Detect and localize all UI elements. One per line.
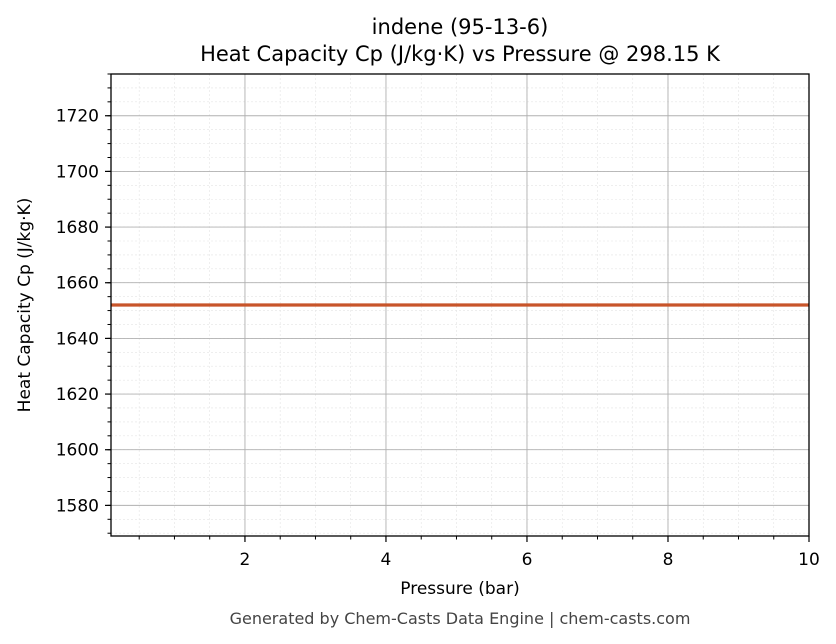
- y-tick-label: 1580: [56, 496, 99, 516]
- x-tick-label: 10: [798, 550, 820, 570]
- footer-credit: Generated by Chem-Casts Data Engine | ch…: [230, 609, 691, 628]
- y-tick-label: 1720: [56, 107, 99, 127]
- y-tick-label: 1620: [56, 385, 99, 405]
- x-tick-label: 6: [522, 550, 533, 570]
- major-grid: [111, 74, 810, 536]
- plot-frame: [110, 73, 810, 537]
- y-tick-label: 1660: [56, 274, 99, 294]
- chart-title: indene (95-13-6): [372, 15, 549, 39]
- x-tick-label: 8: [663, 550, 674, 570]
- y-tick-label: 1600: [56, 441, 99, 461]
- y-axis-label: Heat Capacity Cp (J/kg·K): [15, 198, 35, 413]
- y-tick-label: 1640: [56, 329, 99, 349]
- chart-subtitle: Heat Capacity Cp (J/kg·K) vs Pressure @ …: [200, 42, 721, 66]
- y-tick-label: 1700: [56, 162, 99, 182]
- x-tick-label: 4: [381, 550, 392, 570]
- x-axis-label: Pressure (bar): [400, 579, 519, 599]
- ticks-layer: 2 4 6 8 10 1580 1600 1620 1640 1660 1680 1700 1720: [56, 73, 820, 570]
- y-tick-label: 1680: [56, 218, 99, 238]
- x-tick-label: 2: [240, 550, 251, 570]
